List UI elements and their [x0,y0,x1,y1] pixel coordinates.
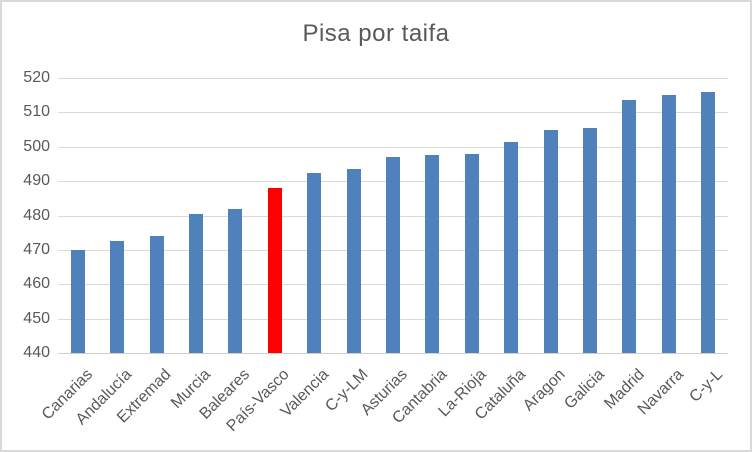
gridline [58,146,728,148]
bar [70,249,85,353]
y-tick-label: 500 [23,137,50,155]
y-tick-label: 480 [23,206,50,224]
x-axis-line [58,353,728,354]
gridline [58,112,728,114]
y-tick-label: 490 [23,172,50,190]
bar [504,141,519,353]
y-tick-label: 440 [23,344,50,361]
bar [701,91,716,353]
bar-highlighted [267,188,282,353]
bar [661,95,676,353]
bar [228,208,243,353]
bar [346,169,361,353]
bar [464,153,479,353]
x-category-label: Galicia [561,366,609,413]
y-tick-label: 470 [23,240,50,258]
y-tick-label: 450 [23,309,50,327]
bar [622,100,637,353]
x-category-label: Aragon [520,366,569,415]
plot-area [58,78,728,354]
chart-title: Pisa por taifa [302,20,450,47]
bar [110,241,125,353]
bar [543,129,558,353]
y-tick-label: 510 [23,103,50,121]
bar [149,236,164,353]
bar [188,213,203,353]
x-category-label: C-y-L [686,366,727,406]
bar [386,157,400,353]
gridline [58,78,728,79]
bar [583,127,598,353]
y-tick-label: 460 [23,275,50,293]
y-tick-label: 520 [23,69,50,86]
bar [307,172,322,353]
bar [425,155,440,353]
